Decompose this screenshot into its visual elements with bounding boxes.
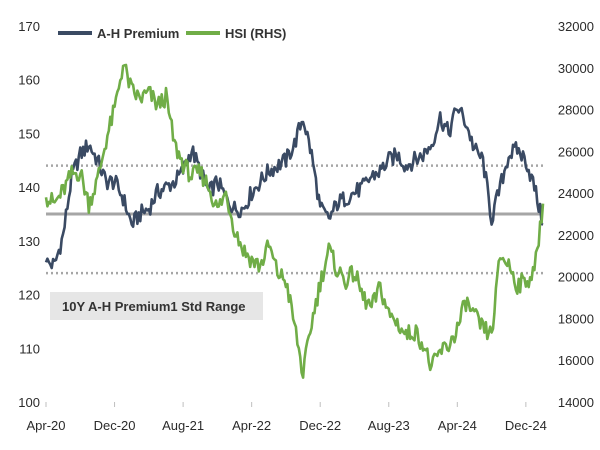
legend-label-a-h-premium: A-H Premium [97,26,179,41]
right-tick-label: 18000 [558,311,594,326]
left-tick-label: 140 [18,180,40,195]
std-range-annotation: 10Y A-H Premium1 Std Range [50,292,263,320]
left-axis: 100 110 120 130 140 150 160 170 [18,19,40,410]
legend-label-hsi: HSI (RHS) [225,26,286,41]
left-tick-label: 130 [18,234,40,249]
right-tick-label: 20000 [558,270,594,285]
right-axis: 14000 16000 18000 20000 22000 24000 26000 28000… [558,19,594,410]
left-tick-label: 110 [19,341,40,356]
annotation-box [50,292,263,320]
reference-lines [46,164,543,275]
right-tick-label: 22000 [558,228,594,243]
right-tick-label: 30000 [558,61,594,76]
right-tick-label: 14000 [558,395,594,410]
x-tick-label: Aug-21 [162,418,204,433]
right-tick-label: 16000 [558,353,594,368]
right-tick-label: 32000 [558,19,594,34]
series-line-hsi-rhs [44,63,545,379]
right-tick-label: 28000 [558,103,594,118]
x-tick-label: Aug-23 [368,418,410,433]
left-tick-label: 160 [18,73,40,88]
x-axis: Apr-20 Dec-20 Aug-21 Apr-22 Dec-22 Aug-23 Apr-… [26,402,547,433]
left-tick-label: 170 [18,19,40,34]
x-tick-label: Dec-22 [299,418,341,433]
annotation-label: 10Y A-H Premium1 Std Range [62,299,246,314]
series-line-a-h-premium [44,106,544,270]
x-tick-label: Dec-20 [94,418,136,433]
x-tick-label: Dec-24 [505,418,547,433]
right-tick-label: 26000 [558,144,594,159]
series-layer [44,63,545,379]
x-tick-label: Apr-20 [26,418,65,433]
x-tick-label: Apr-24 [438,418,477,433]
left-tick-label: 150 [18,126,40,141]
left-tick-label: 120 [18,288,40,303]
x-tick-label: Apr-22 [232,418,271,433]
right-tick-label: 24000 [558,186,594,201]
legend: A-H Premium HSI (RHS) [58,26,286,41]
left-tick-label: 100 [18,395,40,410]
